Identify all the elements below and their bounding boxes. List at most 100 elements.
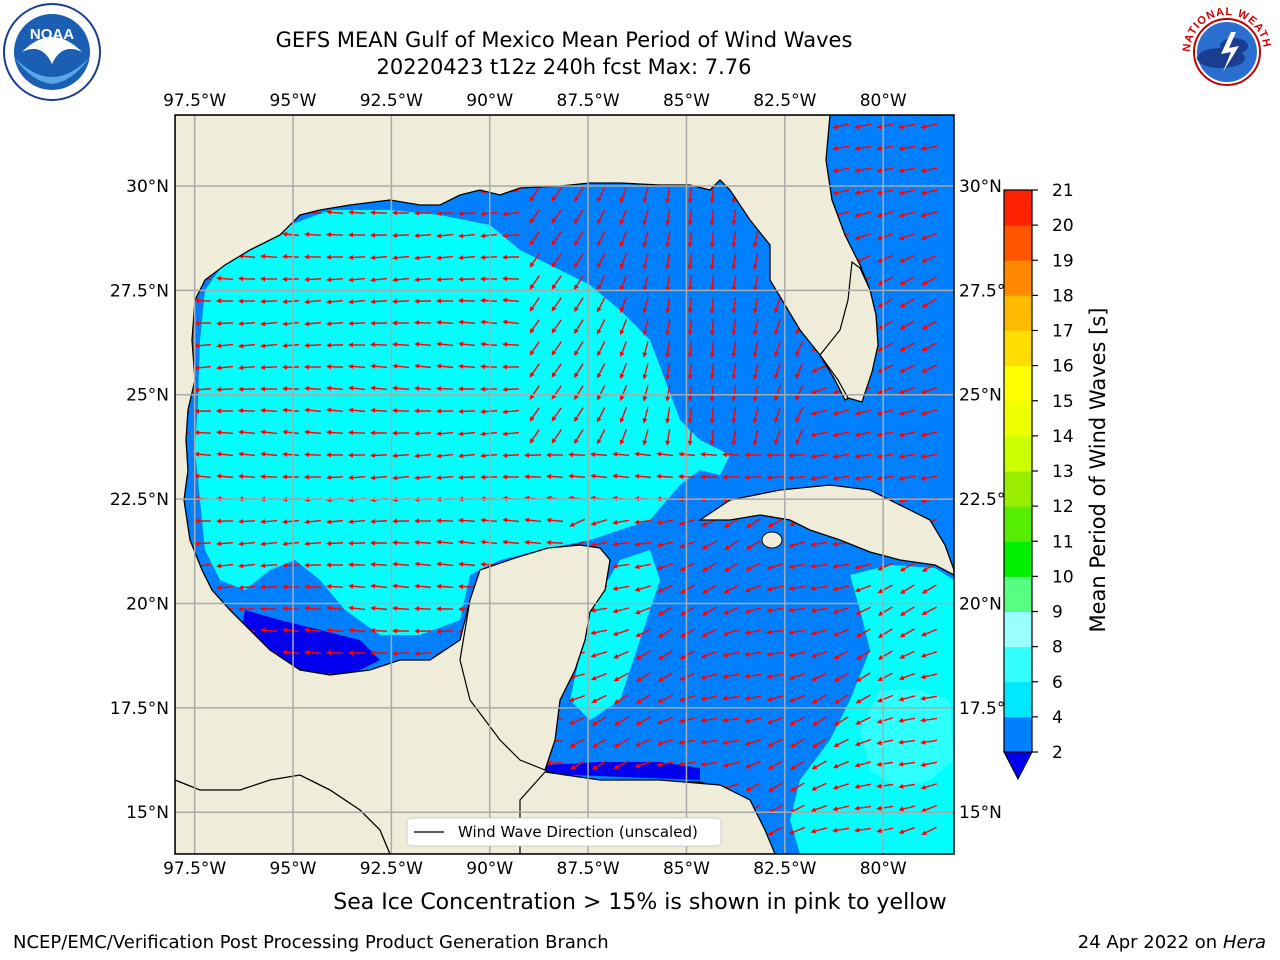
wave-arrow (766, 629, 784, 635)
wave-arrow (529, 275, 540, 290)
wave-arrow (920, 189, 938, 196)
wave-arrow (414, 320, 432, 326)
wave-arrow (635, 672, 651, 682)
wave-arrow (766, 475, 784, 481)
lon-tick-top-6: 82.5°W (753, 91, 816, 111)
wave-arrow (723, 540, 739, 550)
wave-arrow (574, 297, 584, 313)
wave-arrow (304, 605, 322, 611)
wave-arrow (709, 252, 715, 270)
wave-arrow (436, 431, 454, 437)
wave-arrow (282, 276, 300, 282)
lat-tick-right-4: 20°N (959, 594, 1002, 614)
wave-arrow (744, 607, 762, 614)
wave-arrow (238, 343, 256, 349)
wave-arrow (920, 386, 937, 395)
wave-arrow (789, 694, 805, 703)
wave-arrow (574, 231, 584, 247)
lon-tick-labels-top: 97.5°W 95°W 92.5°W 90°W 87.5°W 85°W 82.5°W 80°W (163, 91, 907, 111)
lon-tick-bottom-3: 90°W (466, 859, 513, 879)
wave-arrow (392, 385, 410, 391)
wave-arrow (597, 187, 606, 203)
wave-arrow (392, 561, 410, 567)
wave-arrow (194, 473, 212, 479)
wave-arrow (436, 298, 454, 304)
wave-arrow (752, 428, 759, 446)
wave-arrow (832, 585, 850, 592)
wave-arrow (876, 123, 894, 130)
wave-arrow (326, 583, 344, 589)
wave-arrow (795, 429, 804, 445)
wave-arrow (260, 429, 278, 435)
wave-arrow (370, 342, 388, 348)
lat-tick-left-2: 25°N (126, 386, 169, 406)
wave-arrow (635, 650, 651, 660)
wave-arrow (458, 539, 476, 545)
wave-arrow (569, 738, 585, 748)
wave-arrow (524, 539, 542, 545)
wave-arrow (767, 518, 783, 528)
wave-arrow (642, 340, 649, 358)
wave-arrow (744, 695, 762, 701)
wave-arrow (789, 826, 805, 835)
wave-arrow (678, 540, 695, 549)
wave-arrow (788, 673, 806, 680)
wave-arrow (811, 364, 827, 373)
wave-arrow (665, 318, 671, 336)
lon-tick-top-3: 90°W (466, 91, 513, 111)
wave-arrow (574, 385, 584, 401)
wave-arrow (569, 760, 585, 770)
lat-tick-labels-left: 30°N 27.5°N 25°N 22.5°N 20°N 17.5°N 15°N (110, 177, 169, 823)
wave-arrow (613, 760, 629, 769)
wave-arrow (810, 629, 828, 636)
wave-arrow (832, 563, 850, 569)
wave-arrow (591, 738, 607, 748)
wave-arrow (920, 431, 938, 438)
wave-arrow (657, 650, 673, 660)
wave-arrow (855, 672, 871, 682)
wave-arrow (574, 187, 584, 203)
lat-tick-left-3: 22.5°N (110, 490, 169, 510)
wave-arrow (744, 629, 762, 636)
wave-arrow (238, 321, 256, 327)
wave-arrow (502, 276, 520, 282)
wave-arrow (551, 209, 562, 224)
wave-arrow (854, 738, 871, 747)
wave-arrow (920, 167, 938, 173)
wave-arrow (574, 275, 584, 291)
wave-arrow (260, 364, 278, 370)
wave-arrow (709, 208, 715, 226)
wave-arrow (502, 539, 520, 545)
wave-arrow (665, 274, 671, 292)
wave-arrow (877, 606, 893, 616)
wave-arrow (832, 189, 850, 196)
wave-arrow (898, 232, 915, 241)
wave-arrow (304, 276, 322, 282)
wave-arrow (326, 474, 344, 480)
colorbar-tick-15: 20 (1052, 216, 1074, 236)
wave-arrow (665, 296, 671, 314)
wave-arrow (920, 475, 938, 481)
wave-arrow (326, 364, 344, 370)
wave-arrow (899, 254, 915, 263)
wave-arrow (833, 738, 849, 747)
wave-arrow (687, 296, 693, 314)
wave-arrow (642, 252, 649, 270)
wave-arrow (634, 519, 652, 525)
wave-arrow (854, 827, 872, 833)
wave-arrow (700, 673, 718, 680)
wave-arrow (876, 739, 894, 746)
colorbar-tick-14: 19 (1052, 251, 1074, 271)
wave-arrow (854, 232, 871, 241)
wave-arrow (370, 407, 388, 413)
wave-arrow (392, 518, 410, 524)
wave-arrow (657, 694, 673, 703)
wave-arrow (744, 584, 761, 593)
wave-arrow (216, 541, 234, 547)
wave-arrow (795, 341, 804, 357)
wave-arrow (326, 299, 344, 305)
wave-arrow (731, 274, 737, 292)
wave-arrow (392, 255, 410, 261)
wave-arrow (855, 716, 871, 725)
wave-arrow (613, 650, 629, 659)
